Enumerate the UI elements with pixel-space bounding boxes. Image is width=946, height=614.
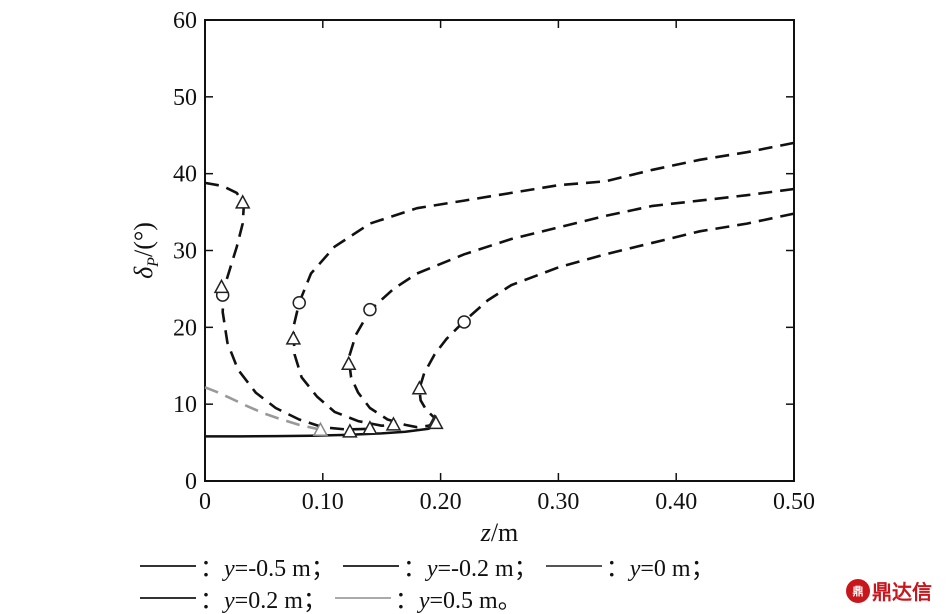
legend-swatch <box>140 564 196 567</box>
y-tick-label: 30 <box>173 239 197 265</box>
x-tick-label: 0.30 <box>537 489 579 515</box>
x-axis-unit: /m <box>491 518 518 546</box>
axes: 0 0.10 0.20 0.30 0.40 0.50 0 10 20 30 40 50 60 <box>173 8 815 515</box>
series-line-1 <box>292 141 795 427</box>
circle-marker <box>363 302 377 317</box>
triangle-marker <box>340 355 357 370</box>
legend-label: ：y=0 m； <box>605 556 715 582</box>
marker-group <box>213 194 471 438</box>
legend-label: ：y=-0.2 m； <box>402 556 538 582</box>
legend-swatch <box>545 564 602 567</box>
triangle-marker <box>342 423 358 438</box>
triangle-marker <box>385 416 402 431</box>
y-axis-label: δP/(°) <box>129 222 162 279</box>
triangle-marker <box>411 380 428 395</box>
legend-item-y-neg-0-5: ：y=-0.5 m； <box>140 548 335 583</box>
legend-swatch <box>140 596 196 599</box>
circle-marker <box>292 295 306 310</box>
legend-label: ：y=0.5 m。 <box>394 588 522 614</box>
legend-row-2: ：y=0.2 m； ：y=0.5 m。 <box>140 580 530 614</box>
x-tick-label: 0 <box>199 489 211 515</box>
line-chart: 0 0.10 0.20 0.30 0.40 0.50 0 10 20 30 40 50 60 z/m δ… <box>129 8 815 546</box>
triangle-marker <box>285 330 302 345</box>
y-tick-label: 20 <box>173 315 197 341</box>
y-tick-label: 60 <box>173 8 197 34</box>
legend-label: ：y=0.2 m； <box>200 588 327 614</box>
x-tick-label: 0.50 <box>773 489 815 515</box>
y-tick-label: 40 <box>173 162 197 188</box>
legend-item-y-0-2: ：y=0.2 m； <box>140 580 327 614</box>
triangle-marker <box>362 420 378 435</box>
legend-swatch <box>342 564 399 567</box>
legend-item-y-0: ：y=0 m； <box>545 548 715 583</box>
legend-swatch <box>334 596 391 599</box>
triangle-marker <box>213 278 230 294</box>
x-tick-label: 0.10 <box>302 489 344 515</box>
series-line-4 <box>204 386 329 433</box>
series-line-0 <box>204 181 370 431</box>
triangle-marker <box>234 194 251 209</box>
legend-item-y-0-5: ：y=0.5 m。 <box>334 580 522 614</box>
publisher-logo: 鼎 鼎达信 <box>846 576 932 605</box>
legend-row-1: ：y=-0.5 m； ：y=-0.2 m； ：y=0 m； <box>140 548 723 583</box>
y-tick-label: 10 <box>173 392 197 418</box>
x-axis-label: z/m <box>480 518 519 546</box>
y-axis-unit: /(°) <box>129 222 158 257</box>
series-line-3 <box>418 212 795 424</box>
logo-icon: 鼎 <box>846 578 870 603</box>
triangle-marker <box>312 421 329 437</box>
plot-frame <box>204 19 795 482</box>
logo-text: 鼎达信 <box>872 580 932 604</box>
legend-label: ：y=-0.5 m； <box>200 556 335 582</box>
series-group <box>204 141 795 438</box>
circle-marker <box>457 315 471 329</box>
x-tick-label: 0.40 <box>655 489 697 515</box>
legend-item-y-neg-0-2: ：y=-0.2 m； <box>342 548 538 583</box>
triangle-marker <box>428 414 444 430</box>
y-tick-label: 0 <box>185 469 197 495</box>
y-tick-label: 50 <box>173 85 197 111</box>
x-axis-variable: z <box>480 518 491 546</box>
x-tick-label: 0.20 <box>420 489 462 515</box>
y-axis-subscript: P <box>145 257 162 268</box>
y-axis-variable: δ <box>129 266 158 279</box>
